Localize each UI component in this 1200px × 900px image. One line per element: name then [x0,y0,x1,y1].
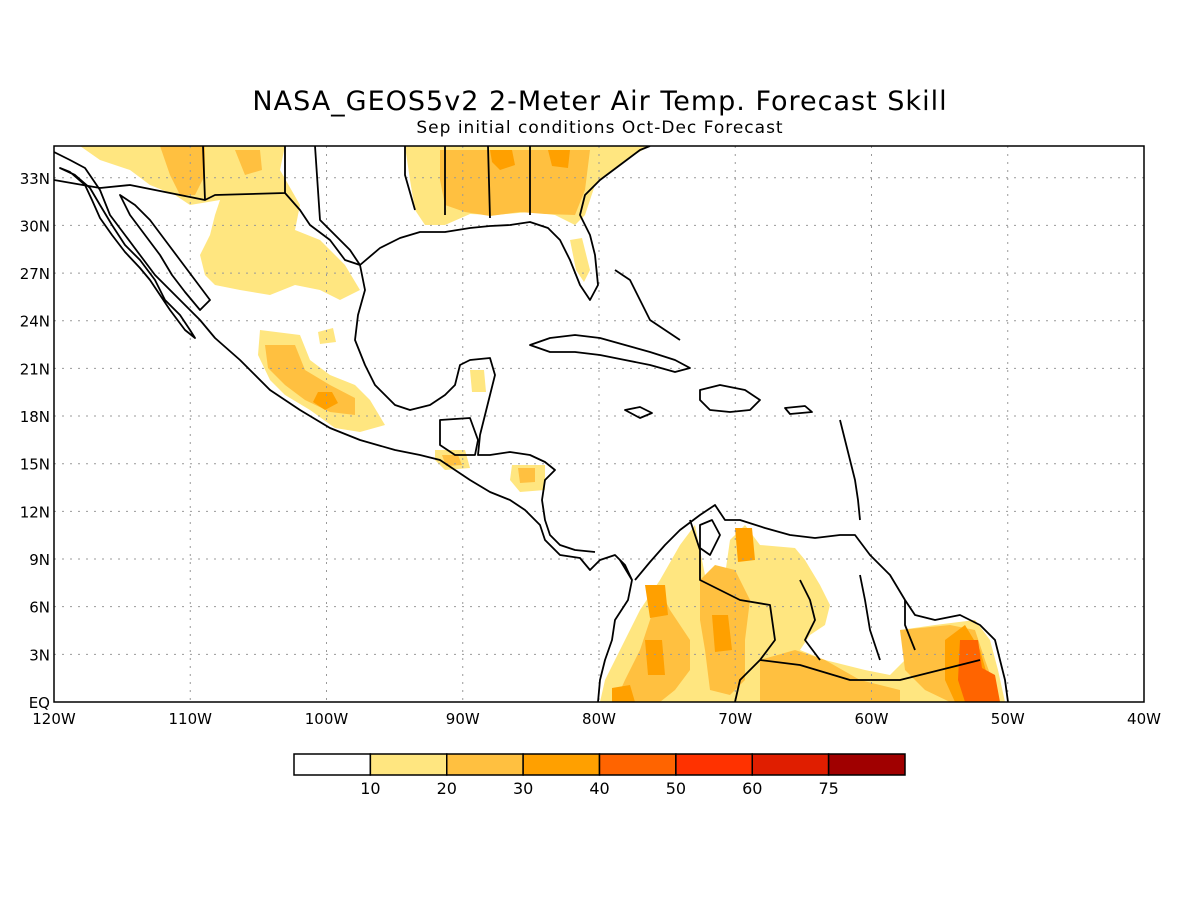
puerto-rico-outline [784,405,813,415]
skill-region-guyana-core [760,650,900,702]
latitude-axis: EQ 3N 6N 9N 12N 15N 18N 21N 24N 27N 30N 33N [20,170,50,712]
colorbar-label: 30 [513,779,533,798]
venezuela-guyana-border [799,579,821,661]
colorbar-label: 10 [360,779,380,798]
south-america-north-coast [634,504,1009,702]
baja-california-coastline [59,167,196,339]
skill-region-florida [570,238,590,282]
skill-region-guiana-max [958,640,1000,702]
lat-tick-label: 30N [20,217,50,235]
jamaica-outline [624,406,653,419]
colorbar-swatch [751,753,830,776]
us-state-lines [202,146,531,219]
lat-tick-label: 33N [20,170,50,188]
gulf-coastline [314,146,596,553]
colorbar-swatch [369,753,448,776]
colorbar-swatch [827,753,906,776]
lat-tick-label: 24N [20,313,50,331]
colorbar-label: 60 [742,779,762,798]
chart-subtitle: Sep initial conditions Oct-Dec Forecast [416,118,784,138]
map-grid [54,146,1144,702]
colorbar-label: 50 [666,779,686,798]
lat-tick-label: 18N [20,408,50,426]
lon-tick-label: 120W [32,710,76,728]
lat-tick-label: 27N [20,265,50,283]
skill-region-se-us-core [440,150,590,216]
colorbar-swatch [293,753,372,776]
lon-tick-label: 80W [582,710,616,728]
lon-tick-label: 100W [305,710,349,728]
lon-tick-label: 110W [169,710,213,728]
lon-tick-label: 40W [1127,710,1161,728]
colorbar-label: 40 [589,779,609,798]
lake-maracaibo [699,519,721,556]
lat-tick-label: 3N [29,646,50,664]
skill-region-central-mexico-peak [313,392,338,410]
brazil-border [759,659,981,681]
skill-region-northern-mexico-core2 [235,150,262,175]
skill-region-northern-mexico [80,146,360,300]
plot-frame [53,145,1145,703]
panama-colombia-border [619,559,633,581]
coastlines [54,146,1009,702]
colorbar: 10 20 30 40 50 60 75 [293,753,906,798]
skill-region-honduras-core [518,468,535,483]
bahamas [614,269,681,341]
skill-shading [80,146,1005,702]
lat-tick-label: 21N [20,360,50,378]
colorbar-label: 20 [437,779,457,798]
suriname-guiana-border [904,600,916,651]
lat-tick-label: 15N [20,456,50,474]
lon-tick-label: 90W [446,710,480,728]
colorbar-label: 75 [818,779,838,798]
skill-region-se-us-peak [490,150,515,170]
us-gulf-coast [359,146,651,301]
skill-region-yucatan [470,370,486,392]
colorbar-swatch [446,753,524,776]
lat-tick-label: 6N [29,599,50,617]
lon-tick-label: 70W [718,710,752,728]
colorbar-swatch [598,753,677,776]
skill-region-colombia-peak2 [645,640,665,675]
hispaniola-outline [699,384,761,413]
skill-region-northern-mexico-core [160,146,205,195]
skill-region-colombia-peak [645,585,668,618]
lat-tick-label: 12N [20,503,50,521]
longitude-axis: 120W 110W 100W 90W 80W 70W 60W 50W 40W [32,710,1161,728]
lat-tick-label: EQ [29,694,50,712]
guatemala-border [439,417,479,456]
skill-region-south-peak-left [612,685,635,702]
us-mexico-border-texas [284,192,361,266]
lat-tick-label: 9N [29,551,50,569]
gulf-of-california-shore [119,194,211,311]
skill-region-venezuela-peak [712,615,732,652]
colorbar-swatch [522,753,601,776]
cuba-outline [529,334,691,373]
skill-region-venezuela-peak2 [735,528,755,562]
lesser-antilles [839,419,861,521]
lon-tick-label: 60W [855,710,889,728]
skill-region-mexico-spot [318,328,336,344]
guyana-suriname-border [859,574,881,661]
pacific-coastline [54,151,633,702]
chart-title: NASA_GEOS5v2 2-Meter Air Temp. Forecast … [252,86,948,117]
colombia-venezuela-border [689,519,776,702]
colorbar-swatch [675,753,753,776]
skill-region-se-us-peak2 [548,150,570,168]
lon-tick-label: 50W [991,710,1025,728]
skill-region-south-america [600,525,1005,702]
